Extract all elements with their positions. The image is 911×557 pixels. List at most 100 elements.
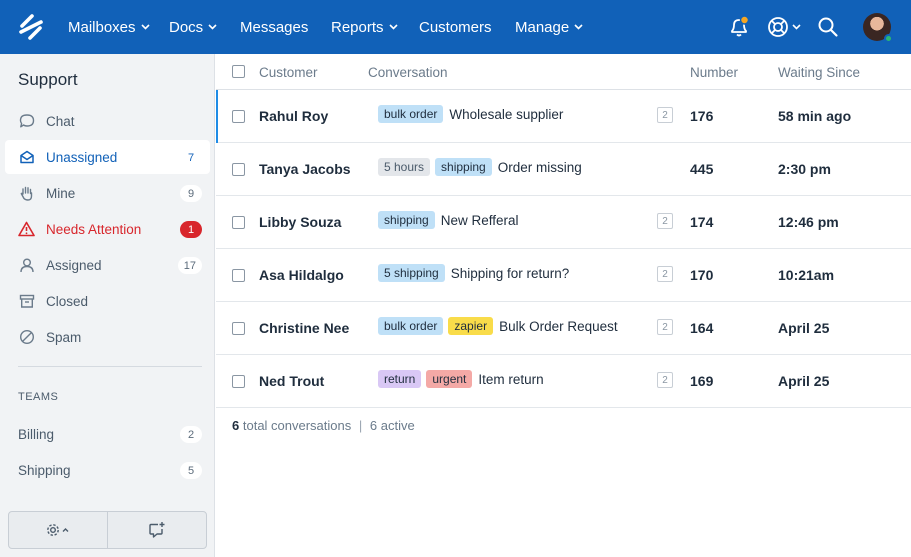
conversation-cell: return urgent Item return (378, 369, 544, 389)
table-row[interactable]: Asa Hildalgo 5 shipping Shipping for ret… (216, 249, 911, 302)
tag[interactable]: 5 hours (378, 158, 431, 176)
sidebar-item-label: Chat (46, 113, 75, 129)
sidebar-item-label: Spam (46, 329, 82, 345)
chat-bubble-icon (18, 113, 35, 130)
assigned-count-badge: 17 (177, 257, 202, 274)
conversation-number: 176 (690, 108, 714, 124)
archive-box-icon (18, 293, 35, 310)
top-navigation-bar: Mailboxes Docs Messages Reports Customer… (0, 0, 911, 54)
notification-dot (739, 15, 750, 25)
conversation-cell: bulk order zapier Bulk Order Request (378, 316, 618, 336)
conversation-subject: New Refferal (440, 212, 519, 228)
thread-count-badge: 2 (657, 213, 673, 229)
chevron-down-icon (208, 24, 217, 30)
conversation-subject: Order missing (497, 159, 582, 175)
sidebar-item-assigned[interactable]: Assigned 17 (5, 248, 210, 282)
needs-attention-count-badge: 1 (180, 221, 202, 238)
row-checkbox[interactable] (232, 269, 245, 282)
table-row[interactable]: Ned Trout return urgent Item return 2 16… (216, 355, 911, 408)
settings-menu-button[interactable] (9, 512, 107, 548)
tag[interactable]: 5 shipping (378, 264, 445, 282)
warning-triangle-icon (18, 221, 35, 238)
shipping-count-badge: 5 (180, 462, 202, 479)
chevron-down-icon (388, 24, 398, 30)
conversation-subject: Item return (478, 371, 544, 387)
sidebar-item-chat[interactable]: Chat (5, 104, 210, 138)
chevron-down-icon (140, 24, 150, 30)
search-button[interactable] (817, 0, 839, 54)
total-count: 6 (232, 418, 240, 433)
teams-heading: TEAMS (18, 391, 59, 403)
unassigned-count-badge: 7 (187, 151, 195, 164)
conversation-cell: bulk order Wholesale supplier (378, 104, 563, 124)
conversation-cell: shipping New Refferal (378, 210, 519, 230)
column-header-customer[interactable]: Customer (259, 65, 318, 80)
tag[interactable]: urgent (426, 370, 473, 388)
online-status-dot (884, 34, 893, 43)
logo-icon[interactable] (15, 11, 47, 43)
column-header-number[interactable]: Number (690, 65, 739, 80)
tag[interactable]: bulk order (378, 317, 444, 335)
new-chat-icon (149, 522, 165, 538)
table-row[interactable]: Christine Nee bulk order zapier Bulk Ord… (216, 302, 911, 355)
tag[interactable]: bulk order (378, 105, 444, 123)
settings-gear-icon (47, 524, 69, 536)
sidebar-item-needs-attention[interactable]: Needs Attention 1 (5, 212, 210, 246)
thread-count-badge: 2 (657, 372, 673, 388)
row-checkbox[interactable] (232, 375, 245, 388)
hand-icon (18, 185, 35, 202)
column-header-conversation[interactable]: Conversation (368, 65, 448, 80)
customer-name: Rahul Roy (259, 108, 329, 124)
waiting-since: April 25 (778, 320, 830, 336)
customer-name: Ned Trout (259, 373, 325, 389)
sidebar-item-label: Needs Attention (46, 221, 142, 237)
table-row[interactable]: Rahul Roy bulk order Wholesale supplier … (216, 90, 911, 143)
sidebar-item-mine[interactable]: Mine 9 (5, 176, 210, 210)
team-label: Shipping (18, 462, 71, 478)
conversation-subject: Wholesale supplier (449, 106, 564, 122)
nav-docs[interactable]: Docs (169, 0, 217, 54)
row-checkbox[interactable] (232, 110, 245, 123)
nav-reports[interactable]: Reports (331, 0, 398, 54)
sidebar-item-team-billing[interactable]: Billing 2 (5, 417, 210, 451)
tag[interactable]: zapier (448, 317, 494, 335)
help-menu-button[interactable] (766, 0, 801, 54)
notifications-bell-icon (731, 15, 750, 37)
sidebar-item-team-shipping[interactable]: Shipping 5 (5, 453, 210, 487)
conversation-summary: 6 total conversations | 6 active (232, 418, 415, 433)
team-label: Billing (18, 426, 55, 442)
notifications-button[interactable] (727, 0, 751, 54)
row-checkbox[interactable] (232, 163, 245, 176)
tag[interactable]: shipping (435, 158, 492, 176)
customer-name: Asa Hildalgo (259, 267, 344, 283)
sidebar-item-spam[interactable]: Spam (5, 320, 210, 354)
conversation-number: 164 (690, 320, 714, 336)
nav-manage[interactable]: Manage (515, 0, 583, 54)
tag[interactable]: return (378, 370, 422, 388)
column-header-waiting-since[interactable]: Waiting Since (778, 65, 861, 80)
nav-messages[interactable]: Messages (240, 0, 308, 54)
table-row[interactable]: Libby Souza shipping New Refferal 2 174 … (216, 196, 911, 249)
new-chat-button[interactable] (107, 512, 206, 548)
chevron-down-icon (792, 24, 801, 30)
nav-docs-label: Docs (169, 18, 204, 36)
total-label: total conversations (242, 418, 352, 433)
sidebar-footer-toolbar (8, 511, 207, 549)
conversation-number: 170 (690, 267, 714, 283)
select-all-checkbox[interactable] (232, 65, 245, 78)
conversation-table-header: Customer Conversation Number Waiting Sin… (216, 54, 911, 90)
nav-mailboxes[interactable]: Mailboxes (68, 0, 150, 54)
row-checkbox[interactable] (232, 216, 245, 229)
tag[interactable]: shipping (378, 211, 435, 229)
table-row[interactable]: Tanya Jacobs 5 hours shipping Order miss… (216, 143, 911, 196)
row-checkbox[interactable] (232, 322, 245, 335)
block-icon (18, 329, 35, 346)
conversation-subject: Shipping for return? (450, 265, 570, 281)
sidebar-item-closed[interactable]: Closed (5, 284, 210, 318)
customer-name: Libby Souza (259, 214, 342, 230)
sidebar-item-unassigned[interactable]: Unassigned 7 (5, 140, 210, 174)
nav-messages-label: Messages (240, 18, 309, 36)
waiting-since: April 25 (778, 373, 830, 389)
conversation-cell: 5 shipping Shipping for return? (378, 263, 569, 283)
nav-customers[interactable]: Customers (419, 0, 492, 54)
